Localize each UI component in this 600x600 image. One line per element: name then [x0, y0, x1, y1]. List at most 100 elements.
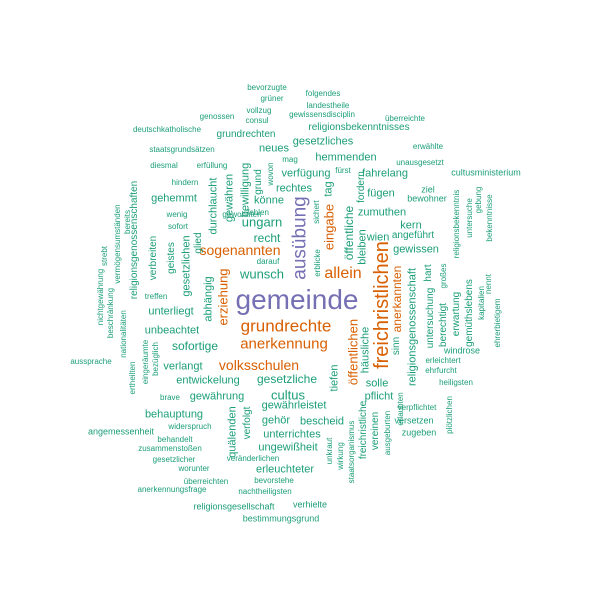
cloud-word: ausübung	[289, 196, 311, 280]
cloud-word: staatsgrundsätzen	[149, 145, 215, 154]
cloud-word: angemessenheit	[87, 426, 155, 437]
cloud-word: cultusministerium	[451, 167, 521, 178]
cloud-word: bleiben	[356, 229, 369, 265]
cloud-word: sofort	[167, 222, 189, 231]
cloud-word: treffen	[144, 292, 168, 301]
cloud-word: unterrichtes	[263, 428, 321, 441]
cloud-word: ehrfurcht	[425, 366, 457, 375]
cloud-word: ziel	[421, 184, 435, 195]
cloud-word: widerspruch	[168, 422, 212, 431]
cloud-word: entwickelung	[176, 374, 240, 387]
cloud-word: plötzlichen	[445, 396, 454, 434]
cloud-word: sichert	[312, 200, 321, 224]
cloud-word: erwählte	[412, 142, 444, 151]
cloud-word: eingeräumte	[141, 339, 150, 385]
cloud-word: beschränkung	[106, 287, 115, 339]
cloud-word: wirkung	[336, 442, 345, 470]
cloud-word: sofortige	[171, 339, 219, 353]
cloud-word: folgendes	[305, 89, 341, 98]
cloud-word: ungarn	[241, 214, 283, 230]
cloud-word: fürst	[335, 166, 351, 175]
cloud-word: tag	[322, 181, 335, 197]
cloud-word: gewährung	[189, 390, 245, 403]
cloud-word: gewissen	[393, 243, 439, 256]
cloud-word: fahrelang	[362, 167, 408, 180]
cloud-word: gehör	[261, 414, 291, 427]
cloud-word: abhängig	[202, 276, 215, 322]
cloud-word: worunter	[178, 464, 210, 473]
cloud-word: geistes	[166, 242, 177, 274]
cloud-word: gesetzliches	[292, 135, 354, 148]
cloud-word: verlangt	[163, 360, 203, 373]
cloud-word: rechtes	[275, 182, 313, 195]
cloud-word: ungewißheit	[258, 441, 318, 454]
cloud-word: wien	[366, 231, 390, 244]
cloud-word: hindern	[171, 178, 199, 187]
cloud-word: verbreiten	[148, 235, 159, 281]
cloud-word: bevorstehe	[254, 476, 294, 485]
cloud-word: angeführt	[391, 230, 435, 241]
cloud-word: gesetzliche	[256, 372, 318, 386]
cloud-word: aussprache	[70, 357, 112, 366]
cloud-word: bereits	[123, 209, 132, 235]
cloud-word: nationalitäten	[119, 310, 128, 358]
cloud-word: vollzug	[246, 106, 272, 115]
cloud-word: religionsgesellschaft	[193, 501, 275, 512]
cloud-word: zusammenstoßen	[138, 444, 202, 453]
cloud-word: verfügung	[281, 167, 331, 180]
cloud-word: behauptung	[144, 408, 204, 421]
cloud-word: verfolgt	[242, 406, 253, 440]
cloud-word: versetzen	[394, 415, 434, 426]
cloud-word: berechtigt	[438, 303, 449, 347]
cloud-word: erleichtert	[425, 356, 461, 365]
cloud-word: erfüllung	[196, 161, 228, 170]
cloud-word: landestheile	[306, 101, 350, 110]
cloud-word: freichristliche	[358, 400, 369, 460]
cloud-word: zugeben	[401, 427, 437, 438]
cloud-word: ausgeburten	[383, 410, 392, 456]
cloud-word: unbeachtet	[144, 324, 200, 337]
cloud-word: grund	[253, 169, 264, 195]
cloud-word: grundrechten	[216, 129, 276, 140]
cloud-word: untersuche	[465, 198, 474, 238]
cloud-word: nachtheiligsten	[238, 487, 292, 496]
cloud-word: bevorzugte	[247, 83, 287, 92]
cloud-word: durchlaucht	[207, 177, 220, 235]
cloud-word: heiligsten	[439, 378, 473, 387]
cloud-word: volksschulen	[218, 357, 300, 373]
cloud-word: sinn	[391, 336, 402, 356]
cloud-word: öffentlichen	[345, 318, 361, 386]
cloud-word: wovon	[266, 162, 275, 186]
cloud-word: erziehung	[215, 268, 231, 326]
cloud-word: gewissensdisciplin	[289, 110, 355, 119]
cloud-word: gewohnten	[222, 210, 262, 219]
cloud-word: vereinen	[370, 411, 381, 451]
cloud-word: bescheid	[299, 415, 345, 428]
cloud-word: bewohner	[407, 193, 447, 204]
cloud-word: erblicke	[313, 249, 322, 277]
cloud-word: häusliche	[359, 326, 372, 374]
cloud-word: cultus	[271, 387, 305, 403]
cloud-word: überreichten	[183, 477, 229, 486]
cloud-word: darauf	[256, 257, 280, 266]
cloud-word: behandelt	[157, 435, 193, 444]
cloud-word: staatsorganismus	[347, 420, 356, 484]
cloud-word: anerkennungsfrage	[137, 485, 207, 494]
cloud-word: bezüglich	[151, 342, 160, 376]
cloud-word: pflicht	[364, 390, 394, 403]
cloud-word: ertheilten	[128, 361, 137, 395]
cloud-word: wenig	[166, 210, 188, 219]
cloud-word: kern	[400, 219, 422, 232]
cloud-word: religionsbekenntnis	[452, 189, 461, 259]
cloud-word: bekenntnisse	[485, 194, 494, 242]
cloud-word: religionsgenossenschaften	[129, 180, 140, 300]
cloud-word: glied	[193, 232, 204, 254]
cloud-word: hemmenden	[315, 151, 377, 164]
cloud-word: grundrechte	[240, 316, 332, 336]
cloud-word: mag	[282, 155, 298, 164]
cloud-word: nichtgewährung	[96, 268, 105, 326]
cloud-word: religionsbekenntnisses	[308, 122, 410, 133]
cloud-word: hart	[423, 264, 434, 282]
cloud-word: gesetzlicher	[152, 455, 196, 464]
